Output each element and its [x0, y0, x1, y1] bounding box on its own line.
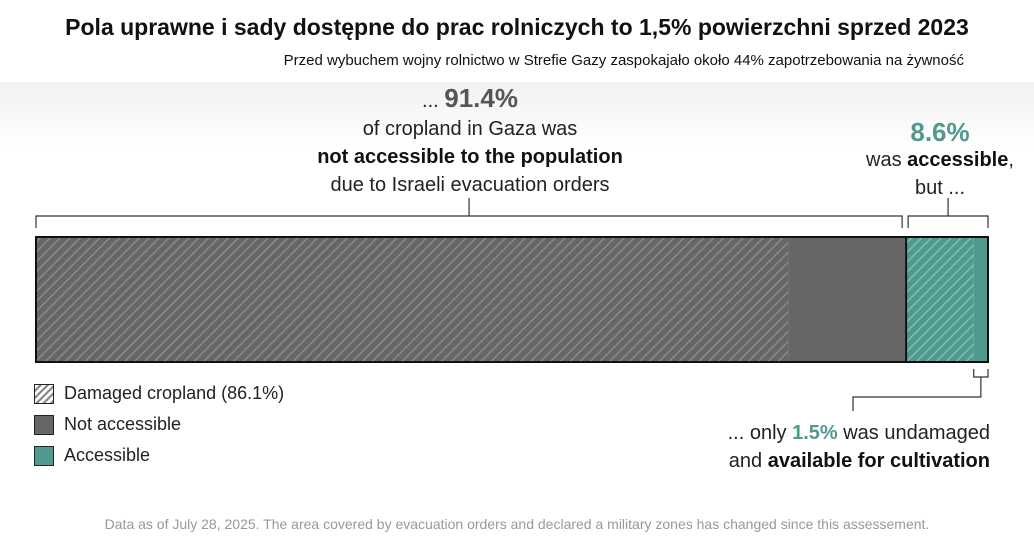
legend-label: Not accessible [64, 414, 182, 434]
value-label-accessible: 8.6% [910, 117, 970, 147]
chart-subtitle: Przed wybuchem wojny rolnictwo w Strefie… [283, 52, 964, 69]
bracket-not-accessible [35, 198, 903, 228]
footnote: Data as of July 28, 2025. The area cover… [104, 516, 930, 532]
legend-swatch-damaged [34, 383, 54, 404]
bar-outline [35, 236, 989, 363]
legend-label: Damaged cropland (86.1%) [64, 383, 285, 403]
annotation-bold: accessible [907, 149, 1009, 171]
annotation-not-accessible: ... 91.4% of cropland in Gaza was not ac… [280, 84, 660, 199]
value-label-available: 1.5% [792, 422, 838, 444]
bar-segment-accessible-undamaged [973, 237, 988, 362]
annotation-prefix: ... [422, 90, 445, 112]
legend-label: Accessible [64, 445, 151, 465]
annotation-bold: not accessible to the population [317, 146, 623, 168]
value-label-not-accessible: 91.4% [444, 83, 518, 113]
annotation-line: due to Israeli evacuation orders [330, 174, 610, 196]
legend-swatch-accessible [34, 445, 54, 466]
annotation-text: , [1008, 149, 1014, 171]
annotation-text: was [866, 149, 908, 171]
legend: Damaged cropland (86.1%) Not accessible … [34, 378, 284, 471]
annotation-text: ... only [727, 422, 793, 444]
bracket-accessible [907, 198, 989, 228]
legend-swatch-not-accessible [34, 414, 54, 435]
legend-item-damaged: Damaged cropland (86.1%) [34, 378, 284, 409]
annotation-text: and [728, 450, 768, 472]
bar-segment-accessible-damaged [906, 237, 974, 362]
bracket-available [852, 369, 989, 411]
legend-item-accessible: Accessible [34, 440, 284, 471]
annotation-text: was undamaged [837, 422, 990, 444]
legend-item-not-accessible: Not accessible [34, 409, 284, 440]
annotation-line: of cropland in Gaza was [362, 118, 578, 140]
chart-title: Pola uprawne i sady dostępne do prac rol… [65, 14, 969, 40]
annotation-available: ... only 1.5% was undamaged and availabl… [640, 419, 990, 475]
annotation-accessible: 8.6% was accessible, but ... [840, 118, 1034, 202]
annotation-bold: available for cultivation [767, 450, 990, 472]
bar-segment-not-accessible-undamaged [788, 237, 907, 362]
annotation-line: but ... [914, 177, 966, 199]
bar-segment-not-accessible-damaged [36, 237, 789, 362]
